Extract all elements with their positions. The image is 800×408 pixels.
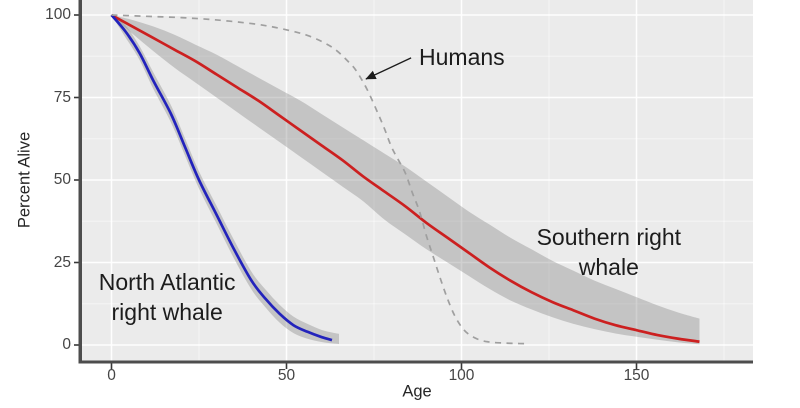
- humans-line: [111, 14, 529, 345]
- x-axis-line: [78, 360, 753, 364]
- x-tick-label: 100: [448, 367, 475, 384]
- y-tick-label: 75: [53, 88, 71, 106]
- southern-right-whale-line: [110, 13, 700, 344]
- x-tick-label: 150: [623, 367, 650, 384]
- annotation-southern-right-whale: Southern right whale: [536, 223, 682, 280]
- y-tick-label: 50: [53, 171, 71, 188]
- y-axis-line: [78, 0, 82, 364]
- x-tick-label: 0: [107, 367, 116, 384]
- x-tick-label: 50: [277, 367, 296, 384]
- y-tick-label: 25: [53, 253, 71, 271]
- southern-right-whale-confidence-band: [111, 15, 700, 345]
- north-atlantic-right-whale-confidence-band: [111, 15, 339, 345]
- north-atlantic-right-whale-line: [110, 14, 333, 342]
- annotation-humans: Humans: [419, 43, 505, 70]
- annotation-arrow-humans: [365, 57, 412, 80]
- x-axis-title: Age: [402, 382, 432, 401]
- annotation-north-atlantic-right-whale: North Atlantic right whale: [98, 269, 236, 326]
- y-tick-label: 100: [45, 6, 71, 23]
- y-tick-label: 0: [62, 336, 71, 353]
